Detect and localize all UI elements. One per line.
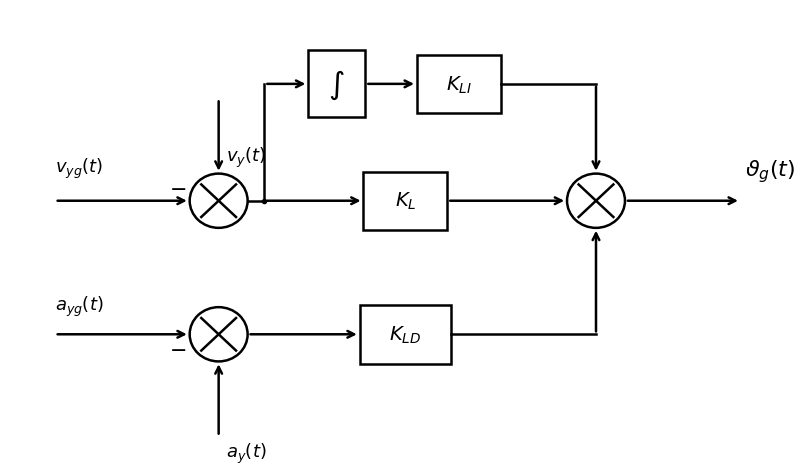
Text: $K_L$: $K_L$	[394, 191, 416, 212]
Text: $v_{yg}(t)$: $v_{yg}(t)$	[54, 156, 103, 181]
Bar	[363, 172, 447, 231]
Text: $\int$: $\int$	[329, 68, 345, 101]
Text: $\vartheta_g(t)$: $\vartheta_g(t)$	[745, 158, 795, 185]
Text: $-$: $-$	[169, 338, 186, 358]
Bar	[360, 306, 451, 364]
Bar	[417, 56, 501, 114]
Text: $a_y(t)$: $a_y(t)$	[226, 441, 266, 463]
Text: $-$: $-$	[169, 178, 186, 198]
Text: $K_{LI}$: $K_{LI}$	[446, 74, 472, 95]
Text: $a_{yg}(t)$: $a_{yg}(t)$	[54, 294, 103, 318]
Text: $K_{LD}$: $K_{LD}$	[390, 324, 422, 345]
Bar	[308, 51, 366, 118]
Text: $v_y(t)$: $v_y(t)$	[226, 146, 266, 170]
